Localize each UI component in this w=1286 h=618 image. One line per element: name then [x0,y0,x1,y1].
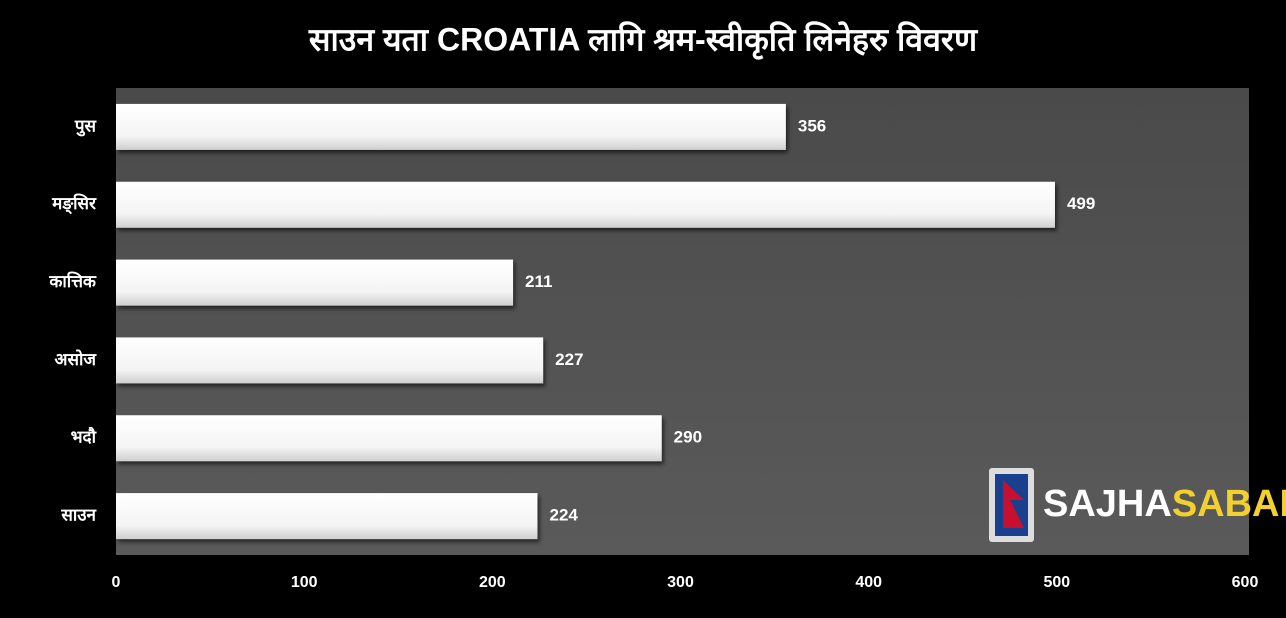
x-tick-label: 400 [855,574,882,591]
data-label: 211 [525,272,552,291]
logo-text: SAJHASABAL [1043,483,1286,525]
x-tick-label: 0 [112,574,121,591]
y-tick-label: मङ्सिर [51,193,97,214]
y-tick-label: साउन [60,506,96,525]
x-tick-label: 200 [479,574,506,591]
logo-part: SABAL [1172,483,1286,525]
bar [116,181,1055,228]
data-label: 499 [1067,194,1095,213]
data-label: 224 [549,506,578,525]
x-tick-label: 300 [667,574,694,591]
data-label: 356 [798,116,826,135]
bar [116,415,662,462]
data-label: 290 [674,428,702,447]
bar [116,103,786,150]
data-label: 227 [555,350,583,369]
plot-area [116,88,1249,555]
y-tick-label: कात्तिक [48,271,97,291]
logo: SAJHASABAL [989,468,1286,542]
x-tick-label: 500 [1043,574,1070,591]
bar [116,259,514,306]
logo-flag [1003,480,1024,528]
y-tick-label: पुस [74,116,98,136]
chart-title: साउन यता CROATIA लागि श्रम-स्वीकृति लिने… [308,20,979,60]
y-tick-label: भदौ [71,427,97,447]
bar [116,493,538,540]
x-tick-label: 100 [291,574,318,591]
x-tick-label: 600 [1232,574,1259,591]
y-tick-label: असोज [55,349,98,369]
logo-part: SAJHA [1043,483,1172,525]
bar [116,337,544,384]
